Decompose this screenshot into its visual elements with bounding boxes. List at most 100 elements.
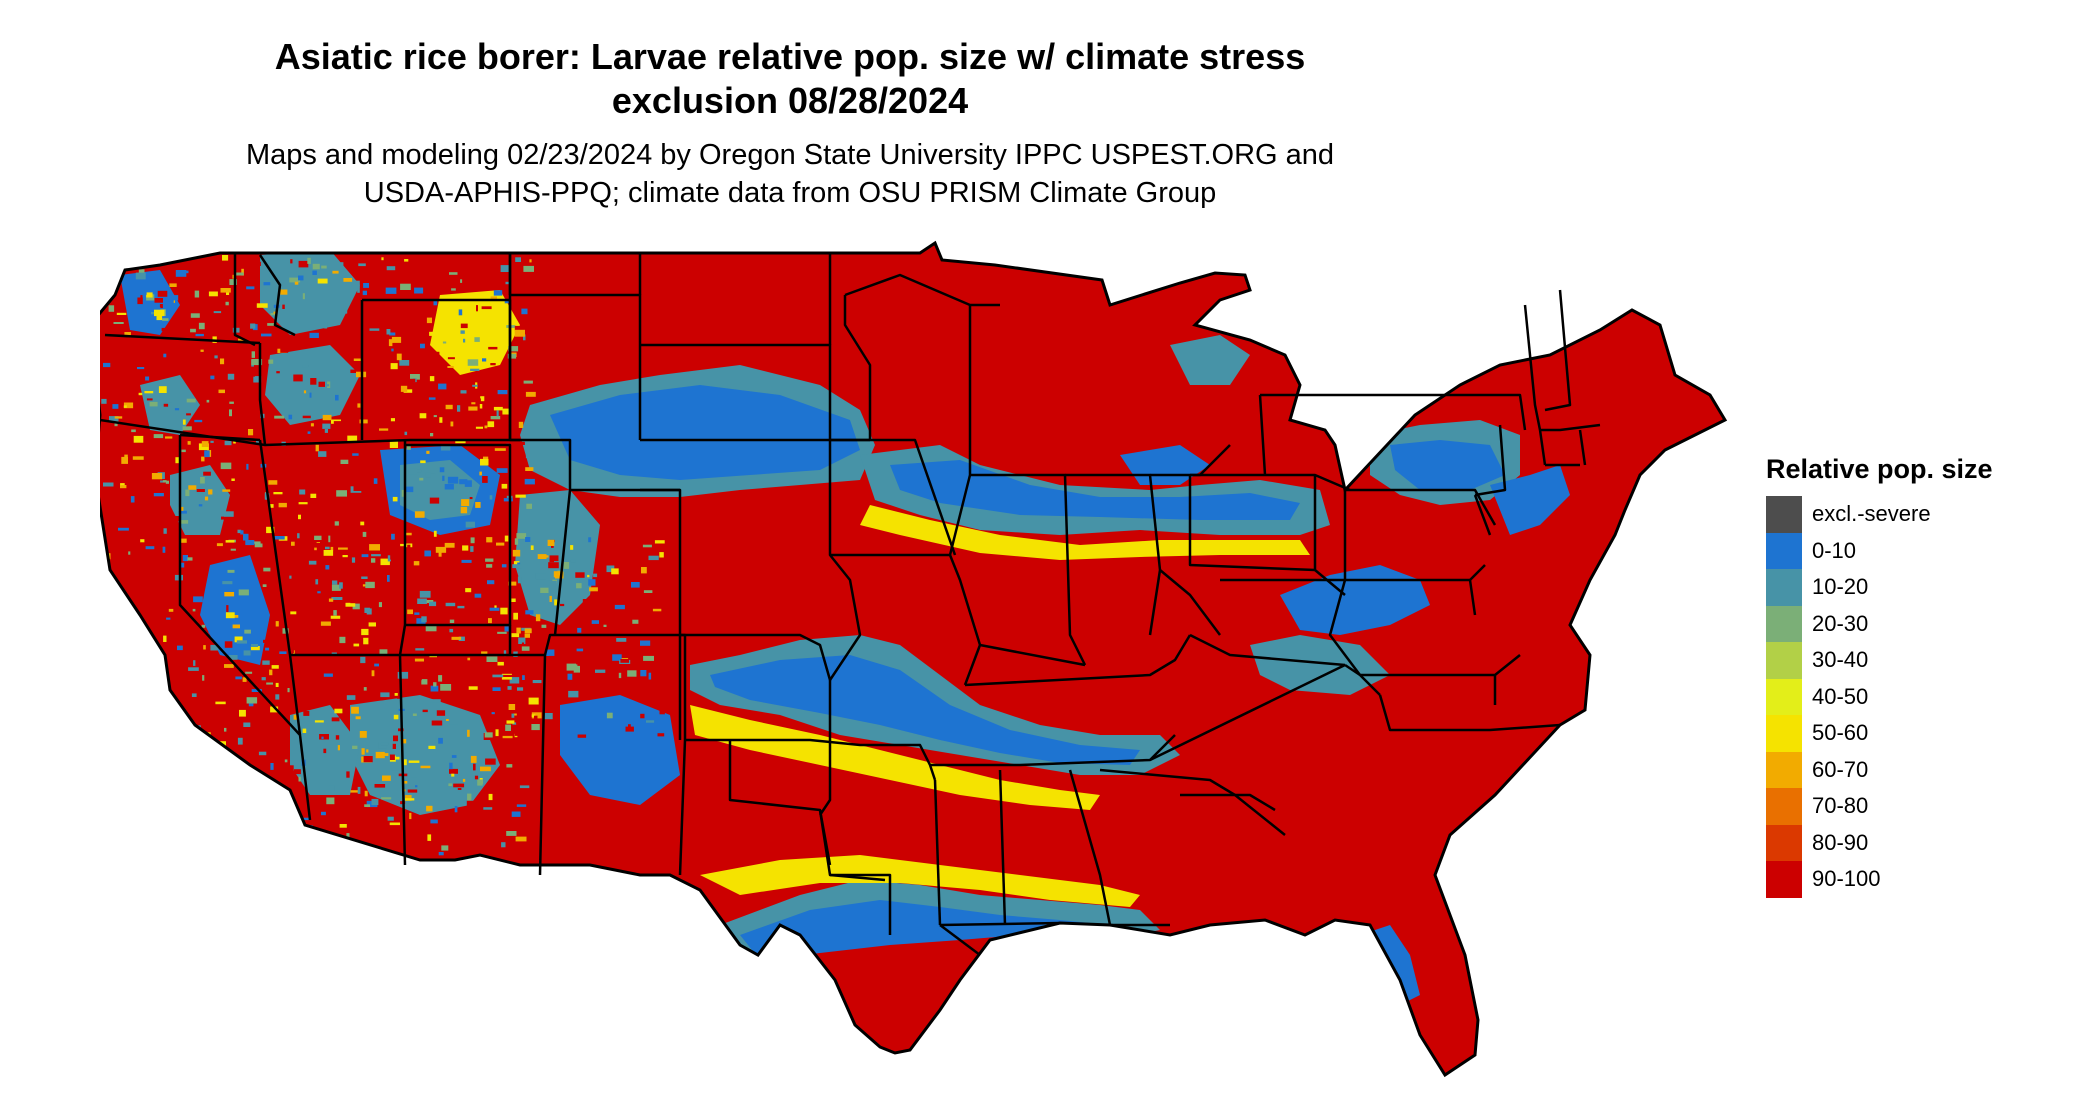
terrain-speckle <box>493 406 503 411</box>
terrain-speckle <box>240 530 244 535</box>
terrain-speckle <box>281 849 293 856</box>
terrain-speckle <box>182 419 186 425</box>
terrain-speckle <box>246 286 255 290</box>
terrain-speckle <box>246 697 258 704</box>
terrain-speckle <box>508 581 517 586</box>
terrain-speckle <box>535 614 541 622</box>
terrain-speckle <box>330 809 338 813</box>
terrain-speckle <box>515 836 527 842</box>
terrain-speckle <box>414 612 420 615</box>
terrain-speckle <box>200 349 204 352</box>
terrain-speckle <box>479 471 482 476</box>
terrain-speckle <box>164 398 172 403</box>
terrain-speckle <box>441 363 449 369</box>
terrain-speckle <box>490 363 496 366</box>
terrain-speckle <box>518 421 524 428</box>
terrain-speckle <box>631 582 640 588</box>
terrain-speckle <box>108 553 111 560</box>
terrain-speckle <box>271 665 279 669</box>
terrain-speckle <box>415 648 425 651</box>
terrain-speckle <box>204 450 210 458</box>
terrain-speckle <box>433 530 437 537</box>
terrain-speckle <box>618 672 622 679</box>
terrain-speckle <box>422 709 428 713</box>
terrain-speckle <box>250 261 261 266</box>
terrain-speckle <box>290 611 297 615</box>
terrain-speckle <box>216 815 227 821</box>
terrain-speckle <box>101 398 107 404</box>
terrain-speckle <box>379 835 388 839</box>
terrain-speckle <box>276 371 280 374</box>
terrain-speckle <box>497 390 508 395</box>
terrain-speckle <box>408 468 417 475</box>
terrain-speckle <box>291 541 295 546</box>
terrain-speckle <box>170 255 179 258</box>
terrain-speckle <box>268 359 274 364</box>
terrain-speckle <box>145 546 155 550</box>
terrain-speckle <box>495 729 499 737</box>
terrain-speckle <box>160 480 166 483</box>
terrain-speckle <box>458 636 465 641</box>
terrain-speckle <box>431 720 443 726</box>
terrain-speckle <box>593 610 605 617</box>
terrain-speckle <box>322 423 331 429</box>
terrain-speckle <box>378 742 387 749</box>
terrain-speckle <box>576 648 584 652</box>
terrain-speckle <box>524 633 530 638</box>
terrain-speckle <box>282 304 285 309</box>
terrain-speckle <box>249 802 261 808</box>
terrain-speckle <box>353 656 361 661</box>
terrain-speckle <box>274 536 285 540</box>
terrain-speckle <box>516 627 521 634</box>
terrain-speckle <box>240 852 246 858</box>
terrain-speckle <box>346 695 356 700</box>
terrain-speckle <box>442 475 445 481</box>
terrain-speckle <box>356 807 360 811</box>
terrain-speckle <box>640 640 651 646</box>
terrain-speckle <box>297 676 303 681</box>
terrain-speckle <box>381 797 392 800</box>
terrain-speckle <box>467 657 471 661</box>
terrain-speckle <box>505 281 511 285</box>
legend-item: 0-10 <box>1766 532 2086 569</box>
terrain-speckle <box>362 356 365 359</box>
terrain-speckle <box>346 771 350 778</box>
state-boundaries <box>100 253 1601 956</box>
terrain-speckle <box>138 269 145 275</box>
terrain-speckle <box>126 477 133 483</box>
terrain-speckle <box>276 779 283 782</box>
terrain-speckle <box>238 589 249 596</box>
terrain-speckle <box>587 574 590 578</box>
terrain-speckle <box>198 775 209 781</box>
terrain-speckle <box>451 755 457 758</box>
terrain-speckle <box>164 518 168 524</box>
terrain-speckle <box>392 743 396 749</box>
terrain-speckle <box>472 657 482 662</box>
terrain-speckle <box>467 729 470 737</box>
terrain-speckle <box>459 479 468 485</box>
terrain-speckle <box>153 434 164 439</box>
terrain-speckle <box>396 572 402 575</box>
terrain-speckle <box>641 627 650 632</box>
terrain-speckle <box>360 576 368 579</box>
terrain-speckle <box>323 748 327 754</box>
terrain-speckle <box>449 768 458 774</box>
terrain-speckle <box>287 765 294 772</box>
terrain-speckle <box>198 322 205 330</box>
terrain-speckle <box>176 718 184 724</box>
terrain-speckle <box>225 301 229 306</box>
terrain-speckle <box>405 795 412 801</box>
terrain-speckle <box>404 759 407 766</box>
terrain-speckle <box>433 415 437 419</box>
terrain-speckle <box>325 565 330 570</box>
terrain-speckle <box>330 615 341 619</box>
terrain-speckle <box>336 490 347 497</box>
terrain-speckle <box>351 557 356 563</box>
terrain-speckle <box>165 480 169 484</box>
terrain-speckle <box>457 605 465 609</box>
terrain-speckle <box>560 603 565 607</box>
terrain-speckle <box>482 476 488 483</box>
terrain-speckle <box>275 806 279 813</box>
terrain-speckle <box>275 808 281 812</box>
terrain-speckle <box>409 812 412 820</box>
